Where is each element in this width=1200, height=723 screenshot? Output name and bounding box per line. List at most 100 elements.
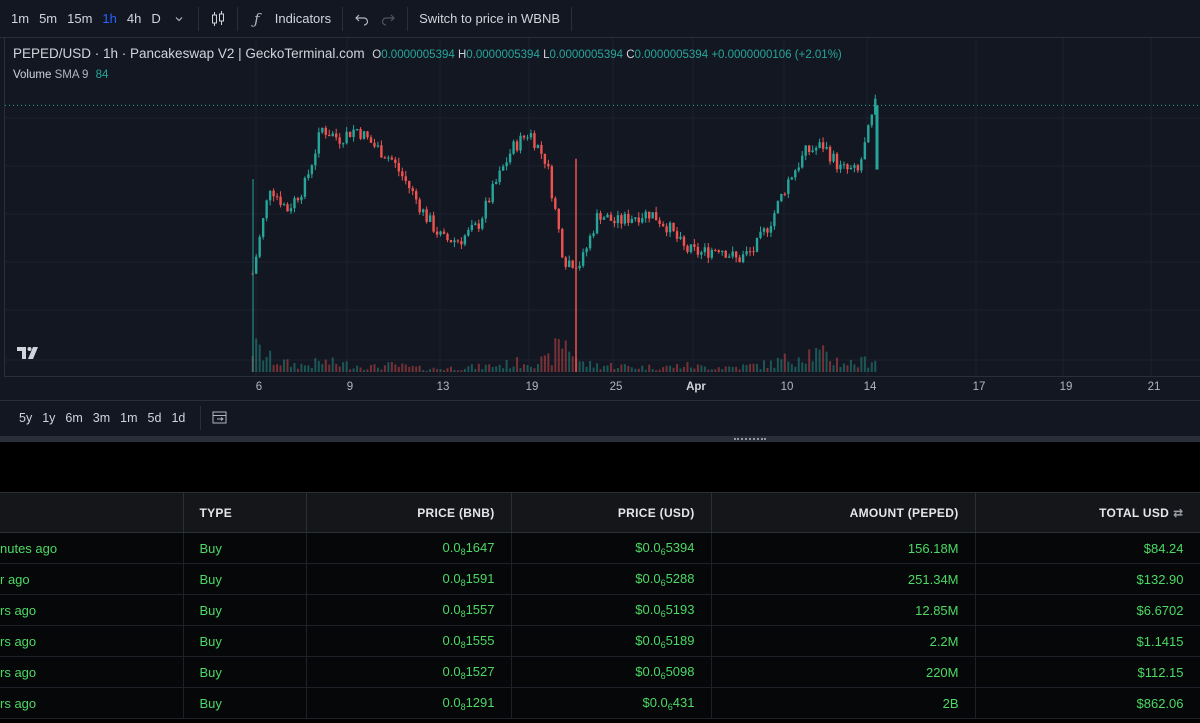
trade-time[interactable]: rs ago [0,594,184,626]
range-1y-button[interactable]: 1y [42,410,56,425]
timeframe-1m[interactable]: 1m [11,10,30,26]
timeframe-1h[interactable]: 1h [102,10,117,26]
candle-body [373,142,376,147]
volume-bar [449,366,452,372]
trade-time[interactable]: r ago [0,563,184,595]
header-total-usd[interactable]: TOTAL USD ⇄ [975,492,1200,533]
header-amount[interactable]: AMOUNT (PEPED) [711,492,976,533]
candle-body [641,218,644,223]
toolbar-divider [236,6,238,31]
volume-bar [630,367,633,372]
volume-bar [602,365,605,372]
timeframe-4h[interactable]: 4h [126,10,142,26]
candle-body [540,144,543,154]
range-divider [200,405,202,430]
goto-date-calendar-icon[interactable] [207,404,233,432]
price-bnb-digits: 1591 [465,570,495,586]
volume-bar [314,358,317,372]
header-type[interactable]: TYPE [183,492,307,533]
range-1m-button[interactable]: 1m [120,410,138,425]
timeframe-d[interactable]: D [151,10,161,26]
volume-bar [561,348,564,372]
candle-body [387,157,390,159]
toolbar-divider [197,6,199,31]
candle-body [289,208,293,212]
function-fx-icon[interactable]: ƒ [253,9,260,28]
timeframe-dropdown-chevron-down-icon[interactable] [166,5,192,33]
candle-body [675,231,679,239]
candlestick-chart-type-icon[interactable] [205,5,231,33]
trade-price-bnb: 0.081647 [306,532,512,564]
table-row[interactable]: rs ago Buy 0.081557 $0.065193 12.85M $6.6702 [0,594,1200,626]
pane-resize-splitter[interactable] [0,436,1200,442]
toolbar-divider [342,6,344,31]
candle-body [296,198,300,201]
candle-body [714,250,717,252]
trade-price-bnb: 0.081555 [306,625,512,657]
candle-body [272,190,275,197]
volume-bar [599,369,602,372]
swap-arrows-icon[interactable]: ⇄ [1173,505,1184,520]
splitter-grip-icon[interactable] [734,438,766,440]
range-6m-button[interactable]: 6m [65,410,83,425]
volume-bar [606,365,609,372]
range-5y-button[interactable]: 5y [19,410,33,425]
candle-body [303,178,307,197]
volume-bar [328,364,331,372]
price-bnb-digits: 1557 [465,601,495,617]
range-3m-button[interactable]: 3m [92,410,111,425]
table-row[interactable]: rs ago Buy 0.081527 $0.065098 220M $112.15 [0,656,1200,688]
range-1d-button[interactable]: 1d [171,410,186,425]
table-row[interactable]: rs ago Buy 0.081291 $0.06431 2B $862.06 [0,687,1200,719]
candle-body [832,153,835,162]
switch-price-wbnb-button[interactable]: Switch to price in WBNB [419,10,560,26]
candle-body [526,137,529,139]
timeframe-15m[interactable]: 15m [67,10,93,26]
price-bnb-zero-count: 8 [460,608,466,619]
volume-bar [578,361,581,372]
candle-body [700,252,703,255]
redo-icon[interactable] [375,5,401,33]
indicators-button[interactable]: Indicators [274,10,332,26]
candle-body [606,214,609,218]
chart-plot-area[interactable]: PEPED/USD · 1h · Pancakeswap V2 | GeckoT… [4,38,1200,376]
volume-bar [484,364,487,372]
chart-legend: PEPED/USD · 1h · Pancakeswap V2 | GeckoT… [13,46,842,61]
candle-body [825,146,828,149]
symbol-label: PEPED/USD · 1h · Pancakeswap V2 | GeckoT… [13,46,365,61]
trade-time[interactable]: rs ago [0,687,184,719]
candle-body [679,236,682,239]
volume-bar [429,369,432,372]
open-value: 0.0000005394 [381,49,455,61]
trade-price-usd: $0.065193 [511,594,712,626]
trade-time[interactable]: nutes ago [0,532,184,564]
trade-type: Buy [183,594,307,626]
table-row[interactable]: nutes ago Buy 0.081647 $0.065394 156.18M $84.… [0,532,1200,564]
timeframe-5m[interactable]: 5m [39,10,58,26]
volume-bar [453,369,456,372]
trade-time[interactable]: rs ago [0,656,184,688]
volume-bar [655,370,658,372]
price-chart-svg[interactable] [5,38,1200,376]
candle-body [665,226,668,233]
trade-time[interactable]: rs ago [0,625,184,657]
volume-bar [860,356,863,372]
candle-body [411,188,414,192]
candle-body [404,176,407,182]
candle-body [314,153,317,166]
table-row[interactable]: r ago Buy 0.081591 $0.065288 251.34M $132.90 [0,563,1200,595]
trade-total-usd: $6.6702 [975,594,1200,626]
header-price-bnb[interactable]: PRICE (BNB) [306,492,512,533]
time-axis[interactable]: 6 9 13 19 25 Apr 10 14 17 19 21 [4,376,1200,398]
header-time[interactable] [0,492,184,533]
volume-bar [321,364,324,372]
volume-bar [686,362,689,372]
tradingview-logo-icon[interactable] [15,344,43,362]
undo-icon[interactable] [349,5,375,33]
header-price-usd[interactable]: PRICE (USD) [511,492,712,533]
table-row[interactable]: rs ago Buy 0.081555 $0.065189 2.2M $1.1415 [0,625,1200,657]
candle-body [401,171,404,177]
range-5d-button[interactable]: 5d [147,410,162,425]
volume-bar [613,369,616,372]
candle-body [268,190,272,201]
